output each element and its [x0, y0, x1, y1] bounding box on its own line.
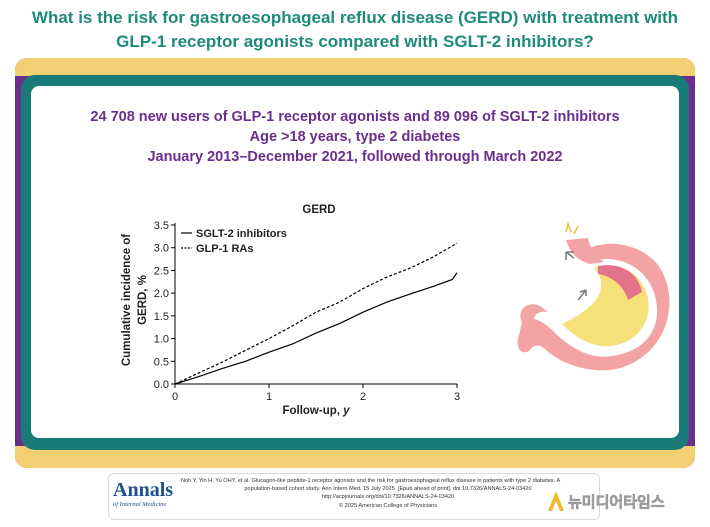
x-axis-label: Follow-up, y [282, 405, 350, 417]
study-population-text: 24 708 new users of GLP-1 receptor agoni… [90, 109, 620, 125]
page-title-line-1: What is the risk for gastroesophageal re… [31, 8, 679, 27]
citation-line-1: Noh Y, Yin H, Yu OHY, et al. Glucagon-li… [181, 478, 561, 484]
chart-legend: SGLT-2 inhibitors GLP-1 RAs [181, 228, 287, 255]
citation-box [108, 473, 600, 520]
watermark-text: 뉴미디어타임스 [568, 494, 665, 512]
y-tick-label: 1.0 [154, 334, 169, 346]
reflux-arrow-icon [565, 251, 575, 260]
annals-logo: Annals of Internal Medicine [113, 479, 175, 515]
y-tick-label: 0.0 [154, 379, 169, 391]
splash-icon [565, 221, 579, 235]
stomach-outer-shape [517, 243, 670, 371]
x-tick-label: 2 [360, 391, 366, 403]
y-tick-label: 2.0 [154, 288, 169, 300]
chart-series [174, 242, 458, 385]
watermark-logo-icon [548, 491, 564, 511]
y-axis-label-line-1: Cumulative incidence of [121, 234, 133, 366]
study-period-text: January 2013–December 2021, followed thr… [147, 149, 563, 165]
citation-text: Noh Y, Yin H, Yu OHY, et al. Glucagon-li… [181, 477, 595, 510]
page-title: What is the risk for gastroesophageal re… [0, 6, 710, 54]
stomach-inner-shape [598, 265, 642, 300]
chart-axes [174, 223, 457, 385]
stomach-lining-shape [562, 265, 649, 347]
y-tick-label: 0.5 [154, 356, 169, 368]
chart-ticks: 0.0 0.5 1.0 1.5 2.0 2.5 3.0 3.5 0 1 2 3 [154, 220, 460, 403]
annals-logo-sub: of Internal Medicine [113, 501, 167, 508]
chart-title: GERD [302, 204, 335, 216]
flow-arrow-icon [577, 289, 587, 301]
y-tick-label: 3.0 [154, 243, 169, 255]
y-tick-label: 3.5 [154, 220, 169, 232]
y-axis-label-line-2: GERD, % [137, 275, 149, 325]
series-line-sglt-2-inhibitors [174, 272, 458, 385]
content-panel [31, 86, 679, 438]
citation-line-3: http://acpjournals.org/doi/10.7326/ANNAL… [321, 494, 455, 501]
study-summary: 24 708 new users of GLP-1 receptor agoni… [31, 107, 679, 167]
x-tick-label: 1 [266, 391, 272, 403]
intestine-shape [520, 304, 548, 324]
stomach-illustration [517, 221, 670, 371]
citation-line-4: © 2025 American College of Physicians [338, 502, 438, 509]
page-title-line-2: GLP-1 receptor agonists compared with SG… [116, 32, 594, 51]
citation-line-2: population-based cohort study. Ann Inter… [244, 486, 532, 493]
study-criteria-text: Age >18 years, type 2 diabetes [249, 129, 461, 145]
y-tick-label: 2.5 [154, 265, 169, 277]
series-line-glp-1-ras [174, 242, 458, 385]
y-tick-label: 1.5 [154, 311, 169, 323]
legend-label: GLP-1 RAs [196, 243, 253, 255]
y-axis-label: Cumulative incidence of GERD, % [121, 234, 149, 366]
annals-logo-main: Annals [113, 479, 174, 501]
x-tick-label: 3 [454, 391, 460, 403]
x-tick-label: 0 [172, 391, 178, 403]
watermark: 뉴미디어타임스 [546, 489, 706, 515]
legend-label: SGLT-2 inhibitors [196, 228, 287, 240]
